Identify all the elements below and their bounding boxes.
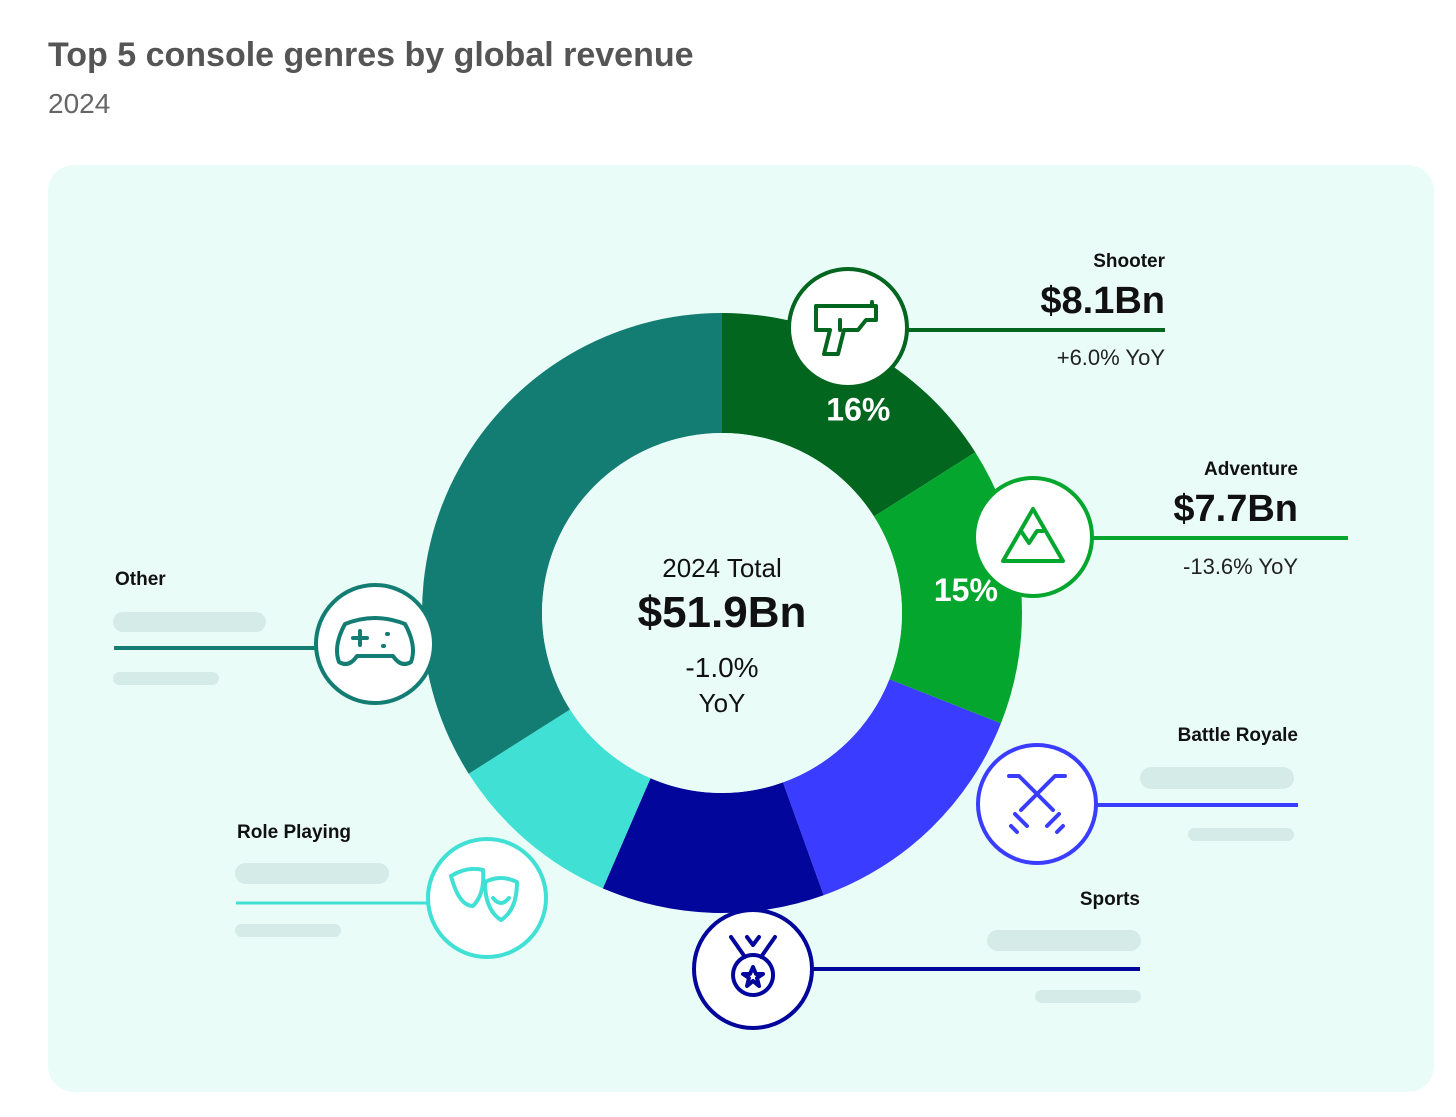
- placeholder-bar-sports: [987, 930, 1141, 951]
- placeholder-bar-battle-royale: [1140, 767, 1294, 789]
- center-total-value: $51.9Bn: [637, 588, 807, 637]
- placeholder-bar-other: [113, 672, 219, 685]
- placeholder-bar-battle-royale: [1188, 828, 1294, 841]
- battle-royale-label: Battle Royale: [1177, 725, 1298, 746]
- adventure-label: Adventure: [1204, 459, 1298, 480]
- other-label: Other: [115, 569, 166, 590]
- placeholder-bar-role-playing: [235, 863, 389, 884]
- adventure-value: $7.7Bn: [1173, 488, 1298, 530]
- gamepad-icon: [335, 616, 415, 666]
- mountain-icon: [1001, 507, 1065, 563]
- pistol-icon: [814, 300, 878, 356]
- donut-hole: [542, 433, 902, 793]
- adventure-yoy: -13.6% YoY: [1183, 554, 1298, 579]
- crossed-swords-icon: [1007, 774, 1067, 834]
- slice-other: [422, 313, 722, 774]
- shooter-yoy: +6.0% YoY: [1056, 345, 1165, 370]
- slice-role-playing: [468, 709, 651, 889]
- shooter-label: Shooter: [1093, 251, 1165, 272]
- placeholder-bar-sports: [1035, 990, 1141, 1003]
- slice-label-adventure: 15%: [934, 572, 998, 608]
- slice-battle-royale: [782, 679, 1001, 896]
- center-total-label: 2024 Total: [662, 553, 782, 583]
- center-yoy-unit: YoY: [698, 688, 746, 718]
- theater-masks-icon: [449, 866, 519, 922]
- slice-sports: [602, 778, 824, 913]
- placeholder-bar-role-playing: [235, 924, 341, 937]
- slice-label-shooter: 16%: [826, 391, 890, 427]
- sports-label: Sports: [1079, 889, 1140, 910]
- icon-badge-other: [314, 583, 436, 705]
- shooter-value: $8.1Bn: [1040, 280, 1165, 322]
- medal-icon: [729, 935, 777, 997]
- center-yoy-value: -1.0%: [685, 652, 759, 683]
- placeholder-bar-other: [113, 612, 266, 632]
- role-playing-label: Role Playing: [237, 822, 352, 843]
- icon-badge-battle-royale: [976, 743, 1098, 865]
- chart-subtitle: 2024: [48, 88, 111, 119]
- slice-shooter: [722, 313, 976, 517]
- chart-title: Top 5 console genres by global revenue: [48, 36, 694, 74]
